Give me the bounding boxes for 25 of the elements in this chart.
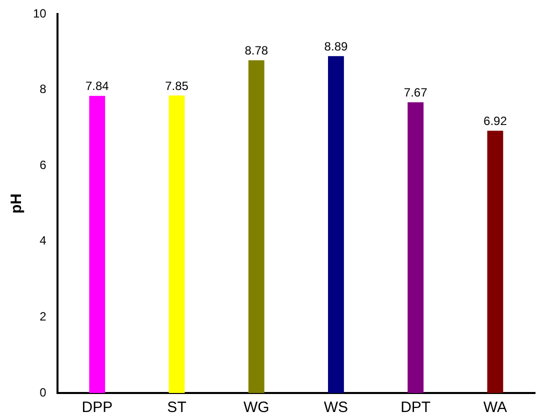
bar: [89, 96, 106, 393]
data-label: 7.85: [165, 78, 189, 93]
bar: [168, 95, 185, 393]
x-tick-label: WS: [324, 399, 348, 416]
y-tick-label: 8: [40, 82, 47, 96]
bar: [487, 130, 504, 393]
y-tick-label: 2: [40, 310, 47, 324]
y-axis-title: pH: [8, 194, 26, 214]
x-tick-label: ST: [167, 399, 186, 416]
data-label: 7.67: [404, 86, 428, 100]
bar: [408, 102, 424, 393]
x-tick-label: DPP: [82, 399, 113, 416]
x-tick-label: DPT: [400, 399, 431, 416]
x-tick-label: WA: [483, 399, 507, 416]
y-tick-label: 6: [40, 158, 47, 172]
x-tick-label: WG: [243, 399, 270, 416]
bar: [248, 60, 264, 393]
data-label: 8.89: [324, 39, 348, 54]
data-label: 7.84: [85, 79, 110, 94]
bar: [328, 56, 344, 393]
data-label: 6.92: [484, 114, 508, 128]
y-tick-label: 4: [40, 234, 47, 248]
y-tick-label: 10: [32, 6, 47, 20]
data-label: 8.78: [244, 44, 268, 58]
y-tick-label: 0: [40, 385, 47, 400]
